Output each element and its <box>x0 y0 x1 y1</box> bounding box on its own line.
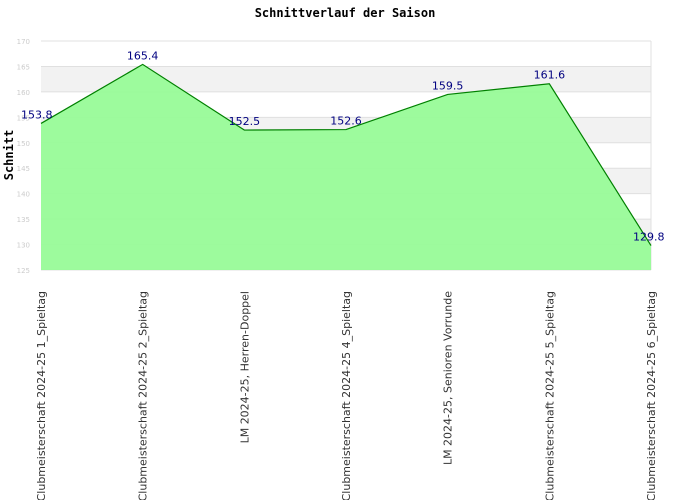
y-tick-label: 150 <box>17 140 30 148</box>
y-tick-label: 160 <box>17 89 30 97</box>
x-tick-label: Clubmeisterschaft 2024-25 6_Spieltag <box>645 291 658 500</box>
y-tick-label: 155 <box>17 114 30 122</box>
y-tick-label: 140 <box>17 191 30 199</box>
data-label: 159.5 <box>432 79 464 92</box>
x-tick-label: Clubmeisterschaft 2024-25 1_Spieltag <box>35 291 48 500</box>
y-axis-label: Schnitt <box>2 130 16 181</box>
y-tick-label: 125 <box>17 267 30 275</box>
x-tick-label: Clubmeisterschaft 2024-25 2_Spieltag <box>137 291 150 500</box>
y-axis-ticks: 125 130 135 140 145 150 155 160 165 170 <box>17 38 30 275</box>
y-tick-label: 130 <box>17 242 30 250</box>
data-label: 152.6 <box>330 115 362 128</box>
data-labels: 153.8 165.4 152.5 152.6 159.5 161.6 129.8 <box>21 49 665 243</box>
x-tick-label: LM 2024-25, Herren-Doppel <box>238 291 251 443</box>
y-tick-label: 170 <box>17 38 30 46</box>
y-tick-label: 135 <box>17 216 30 224</box>
x-axis-ticks: Clubmeisterschaft 2024-25 1_Spieltag Club… <box>35 291 658 500</box>
y-tick-label: 145 <box>17 165 30 173</box>
chart-title: Schnittverlauf der Saison <box>255 6 436 20</box>
y-tick-label: 165 <box>17 63 30 71</box>
data-label: 161.6 <box>534 69 566 82</box>
data-label: 129.8 <box>633 231 665 244</box>
x-tick-label: Clubmeisterschaft 2024-25 5_Spieltag <box>543 291 556 500</box>
series-area <box>41 64 651 270</box>
x-tick-label: LM 2024-25, Senioren Vorrunde <box>442 291 455 465</box>
grid-band <box>41 41 651 67</box>
x-tick-label: Clubmeisterschaft 2024-25 4_Spieltag <box>340 291 353 500</box>
data-label: 165.4 <box>127 49 159 62</box>
data-label: 153.8 <box>21 108 53 121</box>
series-line <box>40 63 652 246</box>
data-label: 152.5 <box>229 115 261 128</box>
